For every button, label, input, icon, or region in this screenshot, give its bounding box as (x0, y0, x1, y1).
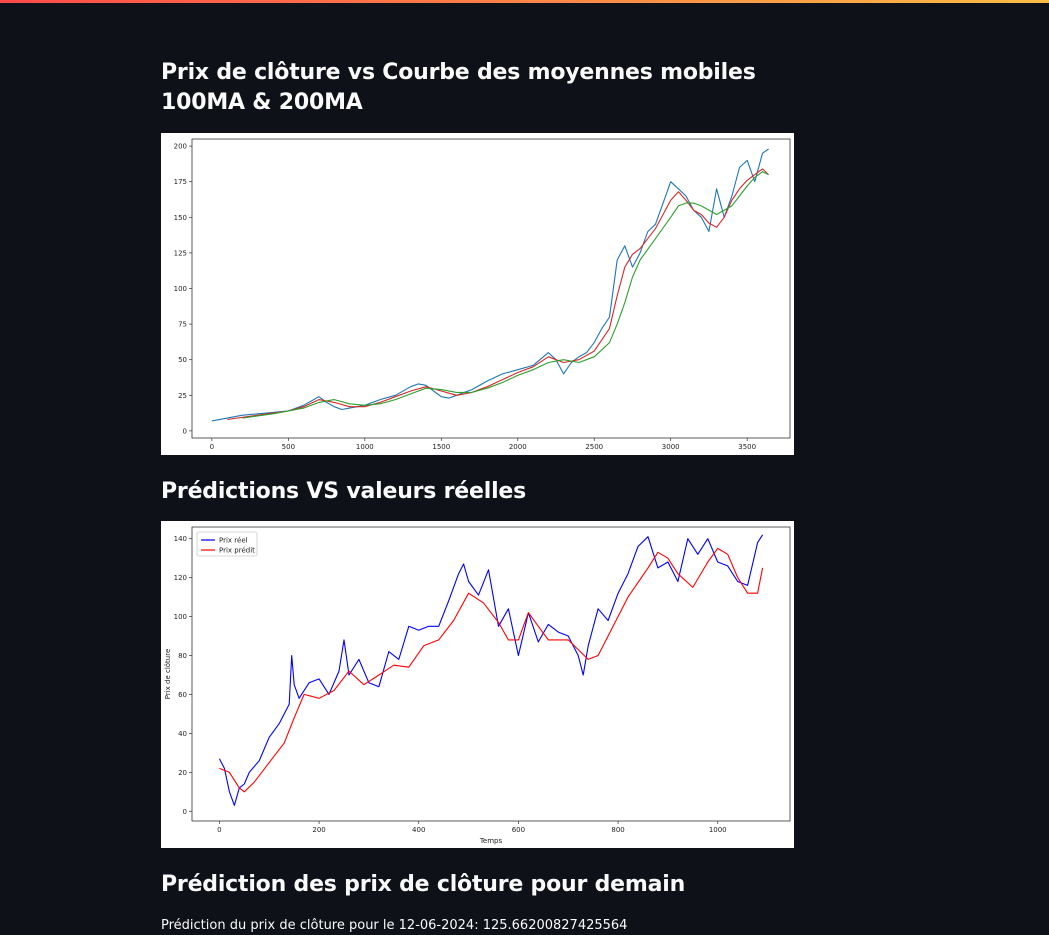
series-line-1 (218, 534, 764, 806)
x-tick-label: 500 (282, 443, 295, 451)
x-tick-label: 1000 (356, 443, 374, 451)
y-tick-label: 60 (178, 691, 187, 699)
y-tick-label: 100 (174, 613, 187, 621)
series-line-1 (211, 148, 769, 422)
section-title-predictions: Prédictions VS valeurs réelles (161, 479, 527, 504)
x-tick-label: 0 (217, 826, 221, 834)
y-tick-label: 25 (178, 392, 187, 400)
x-tick-label: 1500 (432, 443, 450, 451)
tomorrow-prediction-text: Prédiction du prix de clôture pour le 12… (161, 918, 628, 933)
x-tick-label: 1000 (709, 826, 727, 834)
section-title-moving-averages: Prix de clôture vs Courbe des moyennes m… (161, 60, 756, 115)
y-tick-label: 80 (178, 652, 187, 660)
y-axis-label: Prix de clôture (164, 649, 172, 700)
y-tick-label: 0 (183, 808, 187, 816)
plot-frame (191, 526, 791, 822)
x-axis-label: Temps (479, 837, 503, 845)
predictions-chart: 0 200 400 600 800 1000 0 20 40 60 80 100 120 140 Temps… (161, 521, 794, 848)
x-tick-label: 800 (611, 826, 624, 834)
y-tick-label: 120 (174, 574, 187, 582)
series-line-3 (242, 171, 769, 419)
y-tick-label: 100 (174, 285, 187, 293)
y-tick-label: 175 (174, 178, 187, 186)
moving-averages-chart: 0 500 1000 1500 2000 2500 3000 3500 0 25 50 75 100 12… (161, 133, 794, 455)
y-tick-label: 0 (183, 427, 187, 435)
predictions-chart-svg: 0 200 400 600 800 1000 0 20 40 60 80 100 120 140 Temps… (164, 526, 791, 845)
y-tick-label: 140 (174, 535, 187, 543)
plot-frame (191, 138, 791, 439)
top-decoration-bar (0, 0, 1049, 3)
x-tick-label: 0 (210, 443, 214, 451)
x-tick-label: 200 (312, 826, 325, 834)
y-tick-label: 20 (178, 769, 187, 777)
series-line-2 (227, 168, 769, 421)
y-tick-label: 50 (178, 356, 187, 364)
moving-averages-chart-svg: 0 500 1000 1500 2000 2500 3000 3500 0 25 50 75 100 12… (174, 138, 791, 451)
y-tick-label: 125 (174, 249, 187, 257)
y-tick-label: 75 (178, 321, 187, 329)
x-tick-label: 3500 (738, 443, 756, 451)
legend-label: Prix prédit (219, 547, 255, 555)
y-tick-label: 150 (174, 214, 187, 222)
x-tick-label: 3000 (662, 443, 680, 451)
x-tick-label: 600 (512, 826, 525, 834)
x-tick-label: 2000 (509, 443, 527, 451)
x-tick-label: 2500 (585, 443, 603, 451)
legend-label: Prix réel (219, 537, 248, 545)
x-tick-label: 400 (412, 826, 425, 834)
section-title-tomorrow-prediction: Prédiction des prix de clôture pour dema… (161, 872, 686, 897)
y-tick-label: 200 (174, 143, 187, 151)
y-tick-label: 40 (178, 730, 187, 738)
series-line-2 (219, 547, 764, 793)
